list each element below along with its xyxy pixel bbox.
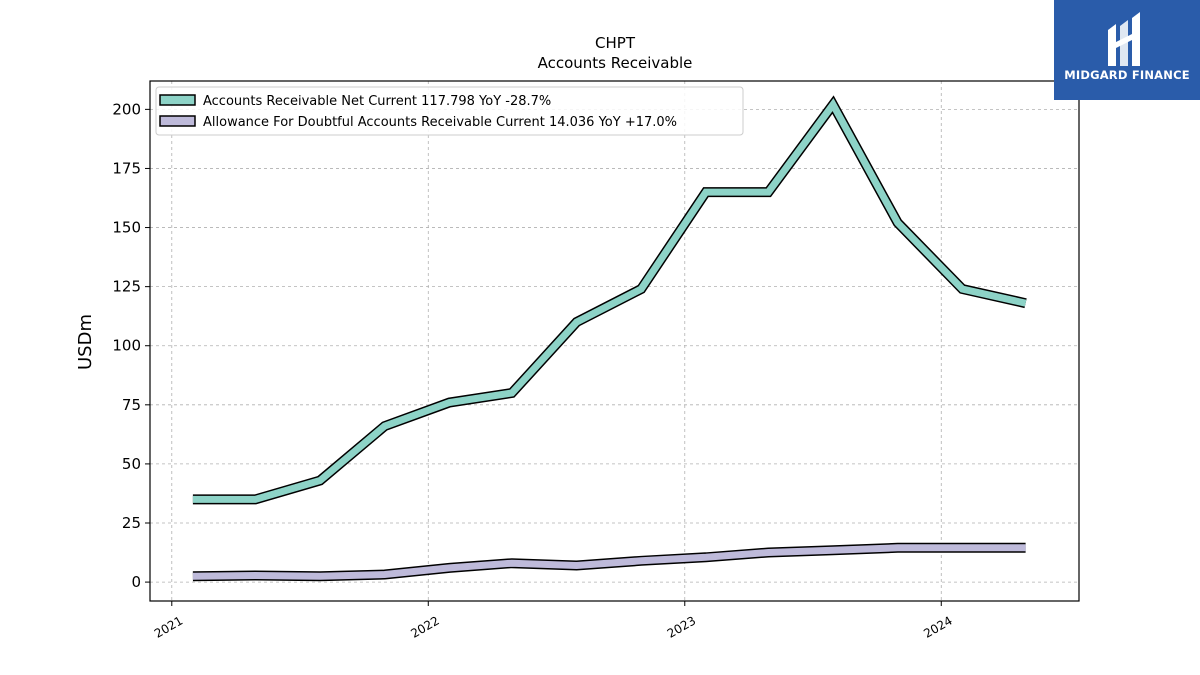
series-1-line: [192, 544, 1026, 580]
brand-logo: MIDGARD FINANCE: [1054, 0, 1200, 100]
x-tick-label: 2021: [152, 613, 185, 640]
legend-swatch-1: [159, 115, 196, 127]
x-tick-label: 2023: [665, 613, 698, 640]
y-tick-label: 0: [131, 573, 141, 591]
y-tick-label: 75: [122, 396, 141, 414]
y-tick-label: 125: [112, 278, 141, 296]
x-axis-ticks: 2021 2022 2023 2024: [152, 601, 955, 641]
legend-entry-0: Accounts Receivable Net Current 117.798 …: [203, 94, 551, 109]
y-axis-label: USDm: [75, 314, 96, 370]
grid-lines: [150, 81, 1079, 601]
plot-frame: [149, 80, 1080, 602]
y-tick-label: 100: [112, 337, 141, 355]
series-lines: [192, 95, 1027, 582]
y-tick-label: 175: [112, 159, 141, 177]
chart-subtitle: Accounts Receivable: [538, 54, 693, 72]
chart-title: CHPT: [595, 34, 636, 52]
y-tick-label: 25: [122, 514, 141, 532]
brand-name: MIDGARD FINANCE: [1064, 68, 1190, 82]
series-0-line: [192, 98, 1027, 503]
legend-swatch-0: [159, 94, 196, 106]
x-tick-label: 2024: [921, 613, 954, 640]
legend-box: [155, 86, 744, 136]
brand-logo-icon: [1108, 12, 1140, 66]
y-axis-ticks: 0 25 50 75 100 125 150 175 200: [112, 100, 150, 591]
x-tick-label: 2022: [408, 613, 441, 640]
y-tick-label: 150: [112, 219, 141, 237]
legend: Accounts Receivable Net Current 117.798 …: [155, 86, 744, 136]
legend-entry-1: Allowance For Doubtful Accounts Receivab…: [203, 115, 677, 130]
y-tick-label: 200: [112, 100, 141, 118]
y-tick-label: 50: [122, 455, 141, 473]
